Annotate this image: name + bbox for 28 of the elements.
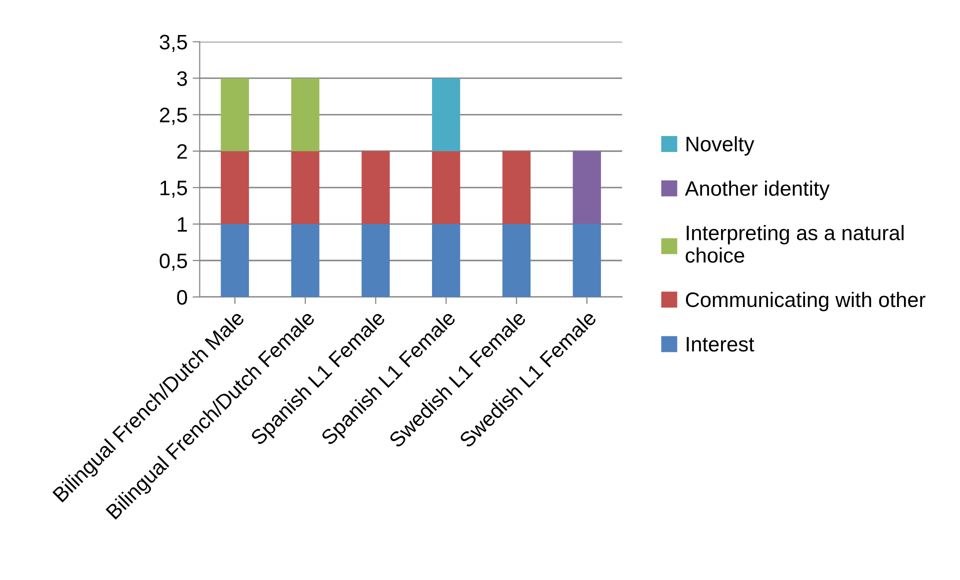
legend-label: Novelty xyxy=(686,136,754,156)
legend-label: Interest xyxy=(686,337,754,352)
legend-label: Communicating with other xyxy=(686,292,926,312)
bar xyxy=(362,224,390,297)
y-tick-label: 3,5 xyxy=(160,34,188,52)
y-tick-label: 1,5 xyxy=(160,180,188,198)
bar xyxy=(572,224,601,297)
bar xyxy=(432,78,460,152)
bar xyxy=(291,151,320,224)
y-tick-label: 2 xyxy=(177,144,187,159)
bar xyxy=(502,224,531,297)
legend-label: Interpreting as a natural choice xyxy=(686,224,904,263)
bar xyxy=(572,151,601,224)
bar xyxy=(291,224,320,297)
bar xyxy=(362,151,390,224)
bar xyxy=(220,224,249,297)
y-tick-label: 0 xyxy=(177,290,188,305)
y-tick-label: 3 xyxy=(177,71,187,86)
bar xyxy=(291,78,320,152)
bar xyxy=(432,224,460,297)
y-tick-label: 2,5 xyxy=(160,108,188,125)
bar xyxy=(220,78,249,152)
y-tick-label: 0,5 xyxy=(160,254,188,271)
bar xyxy=(502,151,531,224)
bar xyxy=(220,151,249,224)
bar xyxy=(432,151,460,224)
y-tick-label: 1 xyxy=(178,217,187,232)
legend-label: Another identity xyxy=(684,180,830,200)
